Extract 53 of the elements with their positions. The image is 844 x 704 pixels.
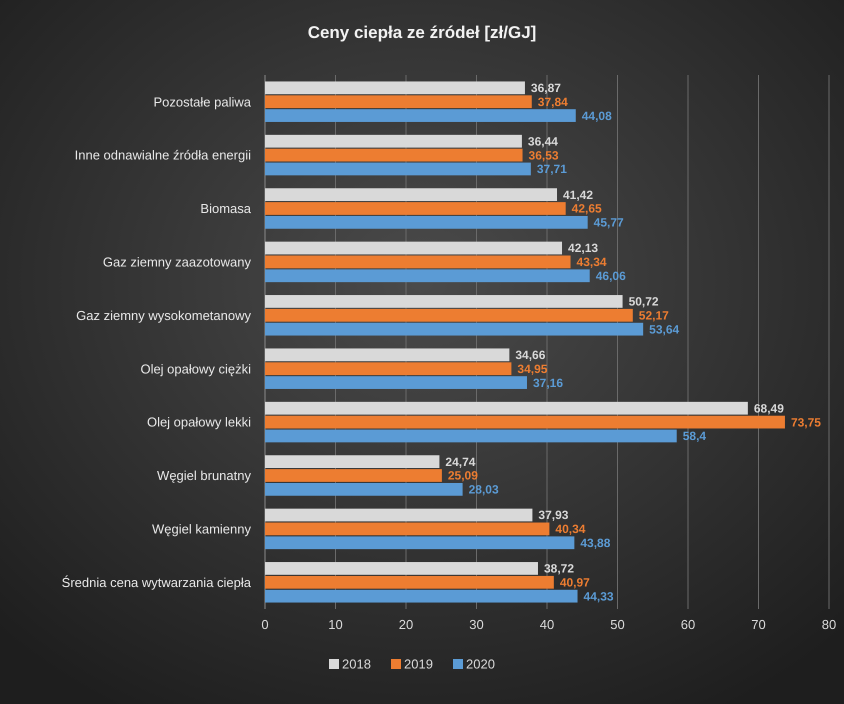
- data-label: 37,93: [538, 508, 569, 522]
- data-label: 42,13: [568, 241, 598, 256]
- data-label: 38,72: [544, 562, 574, 576]
- data-label: 73,75: [790, 415, 822, 430]
- data-label: 50,72: [628, 294, 659, 309]
- chart-title: Ceny ciepła ze źródeł [zł/GJ]: [308, 23, 536, 42]
- y-tick-label: Średnia cena wytwarzania ciepła: [62, 574, 252, 590]
- y-tick-label: Pozostałe paliwa: [153, 94, 252, 110]
- data-label: 44,08: [582, 108, 612, 123]
- x-tick-label: 50: [610, 617, 625, 632]
- data-label: 37,71: [536, 162, 568, 176]
- data-label: 25,09: [448, 468, 478, 483]
- x-tick-label: 40: [540, 617, 554, 632]
- data-label: 58,4: [682, 429, 706, 444]
- data-label: 45,77: [594, 216, 624, 230]
- data-label: 24,74: [445, 454, 476, 469]
- data-label: 36,44: [528, 134, 558, 148]
- data-label: 42,65: [572, 202, 602, 216]
- data-label: 41,42: [563, 188, 594, 202]
- x-tick-label: 0: [261, 617, 269, 632]
- y-tick-label: Olej opałowy lekki: [146, 414, 252, 430]
- y-tick-label: Węgiel kamienny: [152, 521, 252, 536]
- data-label: 44,33: [584, 589, 614, 604]
- data-label: 52,17: [638, 308, 670, 322]
- y-tick-label: Inne odnawialne źródła energii: [74, 148, 252, 163]
- data-label: 68,49: [754, 401, 784, 416]
- data-label: 37,84: [538, 94, 568, 109]
- data-label: 43,34: [576, 255, 607, 270]
- data-label: 36,87: [530, 81, 562, 96]
- data-label: 40,97: [560, 576, 590, 590]
- data-label: 34,66: [515, 348, 546, 362]
- x-tick-label: 20: [398, 617, 414, 632]
- legend-label: 2019: [404, 656, 433, 672]
- y-tick-label: Gaz ziemny wysokometanowy: [76, 308, 252, 323]
- x-tick-label: 80: [822, 617, 836, 632]
- x-tick-label: 30: [469, 617, 484, 632]
- data-label: 36,53: [528, 148, 559, 162]
- legend-label: 2018: [342, 656, 371, 672]
- y-tick-label: Gaz ziemny zaazotowany: [102, 254, 252, 270]
- legend-label: 2020: [466, 656, 495, 672]
- data-label: 46,06: [596, 268, 626, 283]
- data-label: 37,16: [532, 376, 564, 390]
- y-tick-label: Biomasa: [200, 201, 252, 216]
- y-tick-label: Olej opałowy ciężki: [140, 361, 252, 376]
- x-tick-label: 70: [751, 617, 766, 632]
- data-label: 40,34: [555, 522, 586, 536]
- x-tick-label: 10: [328, 617, 343, 632]
- data-label: 53,64: [649, 322, 680, 336]
- y-tick-label: Węgiel brunatny: [157, 468, 252, 484]
- data-label: 43,88: [580, 536, 611, 550]
- data-label: 34,95: [517, 362, 548, 376]
- x-tick-label: 60: [680, 617, 696, 632]
- data-label: 28,03: [468, 482, 499, 497]
